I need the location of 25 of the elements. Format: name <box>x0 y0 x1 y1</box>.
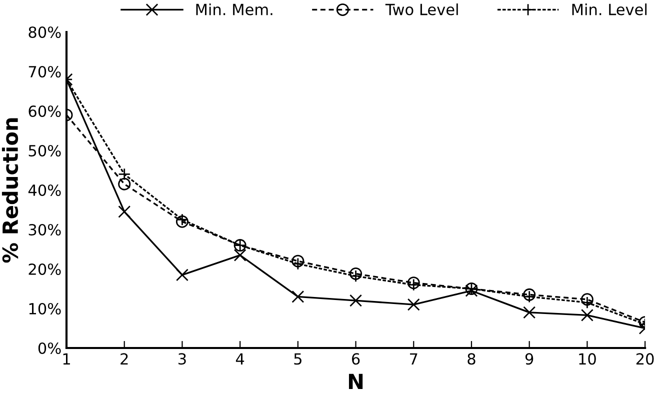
x-tick-label: 1 <box>63 353 70 364</box>
x-tick-label: 10 <box>579 353 596 365</box>
x-tick-label: 4 <box>236 353 244 364</box>
x-tick-label: 20 <box>636 353 654 365</box>
x-tick-label: 9 <box>525 353 534 365</box>
x-tick-label: 7 <box>410 353 418 364</box>
x-axis-title: N <box>348 374 363 390</box>
x-tick-label: 2 <box>120 353 128 364</box>
y-tick-label: 70% <box>28 66 61 78</box>
x-tick-label: 8 <box>468 353 476 365</box>
x-tick-label: 5 <box>294 353 302 365</box>
y-tick-label: 60% <box>28 105 61 118</box>
y-tick-label: 50% <box>28 144 61 157</box>
x-tick-label: 6 <box>352 353 360 365</box>
legend-label: Min. Level <box>572 3 647 16</box>
y-tick-label: 30% <box>28 224 61 236</box>
y-tick-label: 80% <box>28 26 61 38</box>
y-axis-title: % Reduction <box>2 118 18 263</box>
y-tick-label: 20% <box>28 263 61 276</box>
legend-label: Min. Mem. <box>196 3 272 16</box>
x-tick-label: 3 <box>178 353 186 365</box>
legend-label: Two Level <box>385 3 458 16</box>
y-tick-label: 40% <box>28 184 61 196</box>
y-tick-label: 10% <box>29 302 61 315</box>
y-tick-label: 0% <box>38 342 61 354</box>
